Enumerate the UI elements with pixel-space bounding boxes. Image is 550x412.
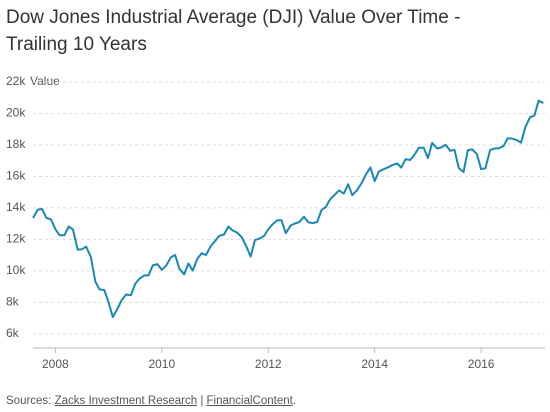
- chart-title: Trailing 10 Years: [6, 34, 147, 55]
- y-tick-label: 10k: [6, 263, 26, 277]
- source-label: Sources:: [6, 395, 52, 407]
- source-link[interactable]: FinancialContent: [206, 395, 293, 407]
- chart: Dow Jones Industrial Average (DJI) Value…: [6, 7, 545, 371]
- x-tick-label: 2012: [255, 357, 282, 371]
- y-tick-label: 20k: [6, 106, 26, 120]
- y-tick-label: 18k: [6, 137, 26, 151]
- x-tick-label: 2008: [42, 357, 69, 371]
- x-tick-label: 2010: [148, 357, 175, 371]
- line: [32, 99, 544, 319]
- x-tick-label: 2014: [361, 357, 388, 371]
- source-link[interactable]: Zacks Investment Research: [54, 395, 198, 407]
- source: Sources: Zacks Investment Research | Fin…: [6, 395, 296, 407]
- y-tick-label: 8k: [6, 295, 20, 309]
- y-tick-label: 6k: [6, 326, 20, 340]
- y-tick-label: 14k: [6, 200, 26, 214]
- chart-title: Dow Jones Industrial Average (DJI) Value…: [6, 7, 460, 28]
- separator: |: [200, 395, 204, 407]
- y-axis-label: Value: [30, 74, 60, 88]
- source-end: .: [292, 395, 297, 407]
- y-tick-label: 22k: [6, 74, 26, 88]
- y-tick-label: 12k: [6, 232, 26, 246]
- y-tick-label: 16k: [6, 169, 26, 183]
- x-tick-label: 2016: [468, 357, 495, 371]
